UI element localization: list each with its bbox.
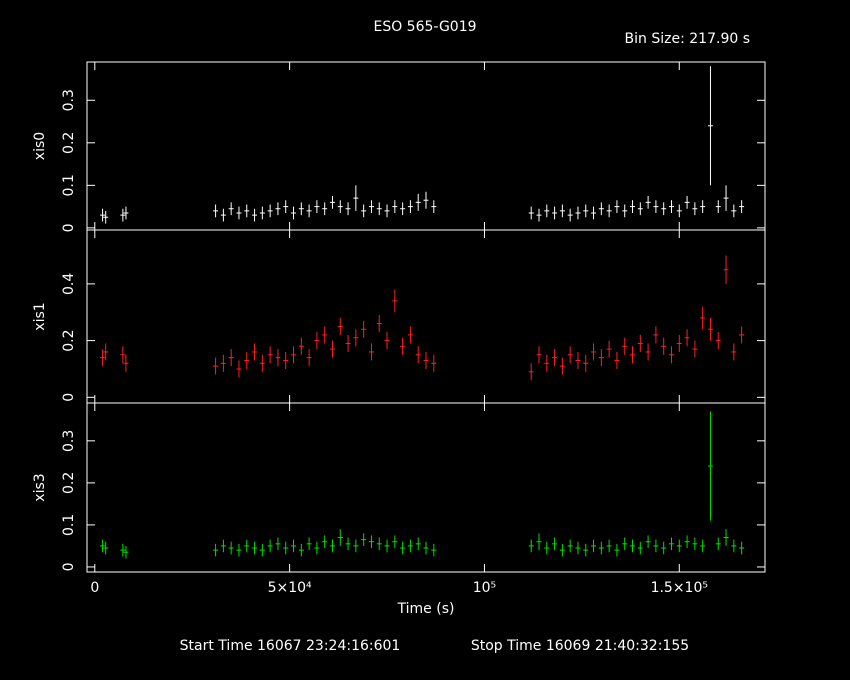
start-time: Start Time 16067 23:24:16:601 [180,638,401,654]
y-tick-label: 0.4 [61,273,77,295]
y-tick-label: 0.2 [61,132,77,154]
y-tick-label: 0.1 [61,174,77,196]
x-tick-label: 1.5×10⁵ [651,580,708,596]
x-axis-label: Time (s) [397,601,455,617]
y-tick-label: 0.2 [61,472,77,494]
y-axis-label: xis1 [32,302,48,330]
panel-frame [86,229,766,404]
y-tick-label: 0.3 [61,89,77,111]
y-tick-label: 0.1 [61,514,77,536]
x-tick-label: 10⁵ [473,580,496,596]
y-tick-label: 0.3 [61,430,77,452]
stop-time: Stop Time 16069 21:40:32:155 [471,638,689,654]
y-axis-label: xis3 [32,473,48,501]
y-tick-label: 0 [61,223,77,232]
x-tick-label: 0 [90,580,99,596]
y-tick-label: 0 [61,562,77,571]
y-tick-label: 0 [61,393,77,402]
bin-size: Bin Size: 217.90 s [625,31,750,47]
panel-frame [86,402,766,573]
y-axis-label: xis0 [32,132,48,160]
x-tick-label: 5×10⁴ [268,580,312,596]
y-tick-label: 0.2 [61,329,77,351]
chart-title: ESO 565-G019 [373,19,476,35]
